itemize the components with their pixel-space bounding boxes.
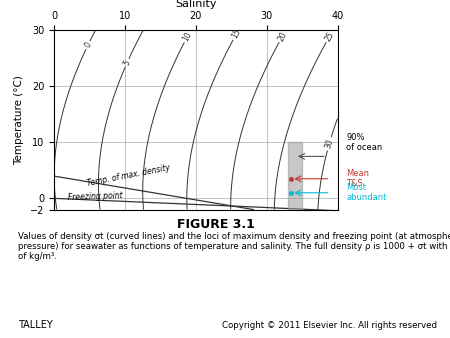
Text: 10: 10 (181, 30, 194, 43)
Text: 25: 25 (323, 30, 336, 43)
Text: 90%
of ocean: 90% of ocean (346, 133, 383, 152)
Text: Most
abundant: Most abundant (346, 183, 387, 202)
Text: 0: 0 (83, 41, 93, 49)
X-axis label: Salinity: Salinity (175, 0, 216, 8)
Bar (288, 142, 302, 210)
Text: 20: 20 (276, 30, 288, 43)
Text: Copyright © 2011 Elsevier Inc. All rights reserved: Copyright © 2011 Elsevier Inc. All right… (221, 320, 436, 330)
Text: of kg/m³.: of kg/m³. (18, 252, 57, 261)
Text: pressure) for seawater as functions of temperature and salinity. The full densit: pressure) for seawater as functions of t… (18, 242, 450, 251)
Text: 5: 5 (122, 59, 132, 67)
Text: Temp. of max. density: Temp. of max. density (86, 163, 171, 188)
Text: FIGURE 3.1: FIGURE 3.1 (177, 218, 255, 231)
Text: Freezing point: Freezing point (68, 191, 123, 202)
Text: Mean
T&S: Mean T&S (346, 169, 369, 189)
Text: TALLEY: TALLEY (18, 319, 53, 330)
Text: Values of density σt (curved lines) and the loci of maximum density and freezing: Values of density σt (curved lines) and … (18, 232, 450, 241)
Y-axis label: Temperature (°C): Temperature (°C) (14, 75, 24, 165)
Text: 30: 30 (324, 138, 335, 150)
Text: 15: 15 (230, 27, 243, 40)
